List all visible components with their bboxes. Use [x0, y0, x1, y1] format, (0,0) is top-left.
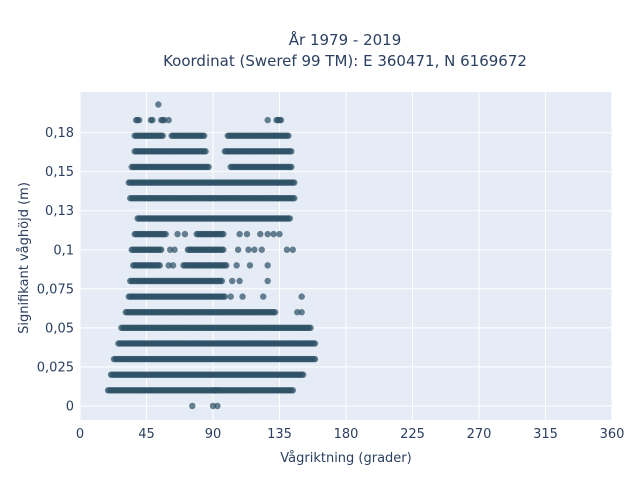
data-point [277, 116, 285, 124]
data-point [202, 148, 209, 155]
data-point [135, 116, 143, 124]
data-point [276, 230, 283, 238]
data-point [264, 262, 271, 269]
data-point [149, 116, 156, 124]
data-point [227, 293, 234, 300]
y-axis-ticks: 0 0,025 0,05 0,075 0,1 0,13 0,15 0,18 [37, 126, 74, 414]
data-point [214, 402, 221, 410]
data-point [289, 246, 296, 253]
data-point [311, 340, 319, 347]
data-point [298, 309, 305, 316]
data-point [258, 246, 265, 253]
data-point [234, 246, 242, 253]
data-point [189, 402, 196, 410]
x-tick-label: 270 [467, 427, 492, 442]
data-point [288, 148, 295, 155]
data-point [223, 262, 230, 269]
x-tick-label: 0 [76, 427, 84, 442]
data-point [156, 262, 163, 269]
x-tick-label: 45 [138, 427, 155, 442]
data-point [181, 230, 189, 238]
data-point [286, 215, 294, 222]
data-point [311, 355, 319, 363]
data-point [246, 262, 254, 269]
data-point [236, 230, 243, 238]
y-axis-title: Signifikant våghöjd (m) [17, 182, 32, 334]
y-tick-label: 0,075 [37, 282, 74, 297]
data-point [299, 371, 307, 378]
x-tick-label: 90 [205, 427, 222, 442]
data-point [220, 246, 227, 253]
data-point [155, 101, 162, 108]
data-point [165, 262, 172, 269]
y-tick-label: 0 [66, 399, 74, 414]
y-tick-label: 0,15 [45, 165, 74, 180]
data-point [174, 230, 181, 238]
data-point [166, 246, 174, 253]
y-tick-label: 0,025 [37, 360, 74, 375]
data-point [239, 293, 246, 300]
chart-title-line-1: År 1979 - 2019 [289, 30, 402, 49]
x-tick-label: 360 [600, 427, 625, 442]
data-point [291, 195, 298, 202]
x-tick-label: 135 [267, 427, 292, 442]
y-tick-label: 0,18 [45, 126, 74, 141]
data-point [264, 277, 271, 285]
y-tick-label: 0,1 [53, 243, 74, 258]
data-point [218, 277, 226, 285]
data-point [298, 293, 305, 300]
data-point [229, 277, 236, 285]
data-points [104, 101, 319, 410]
data-point [264, 116, 271, 124]
data-point [161, 116, 168, 124]
data-point [245, 246, 252, 253]
data-point [165, 116, 172, 124]
data-point [288, 163, 295, 171]
data-point [212, 387, 220, 394]
data-point [243, 230, 251, 238]
data-point [221, 293, 229, 300]
data-point [200, 132, 208, 139]
data-point [159, 132, 166, 139]
data-point [283, 246, 291, 253]
x-tick-label: 225 [400, 427, 425, 442]
data-point [285, 132, 292, 139]
data-point [162, 230, 169, 238]
x-axis-ticks: 0 45 90 135 180 225 270 315 360 [76, 427, 625, 442]
data-point [251, 246, 258, 253]
data-point [205, 163, 212, 171]
data-point [307, 324, 314, 332]
data-point [158, 246, 165, 253]
grid [79, 92, 613, 420]
data-point [209, 402, 217, 410]
x-axis-title: Vågriktning (grader) [280, 451, 411, 466]
data-point [233, 262, 240, 269]
data-point [169, 262, 177, 269]
x-tick-label: 315 [533, 427, 558, 442]
chart-title-line-2: Koordinat (Sweref 99 TM): E 360471, N 61… [163, 52, 527, 70]
data-point [270, 230, 277, 238]
y-tick-label: 0,13 [45, 204, 74, 219]
x-tick-label: 180 [334, 427, 359, 442]
data-point [220, 230, 227, 238]
data-point [171, 246, 178, 253]
data-point [289, 387, 296, 394]
data-point [257, 230, 264, 238]
data-point [260, 293, 267, 300]
data-point [271, 309, 279, 316]
y-tick-label: 0,05 [45, 321, 74, 336]
data-point [264, 230, 271, 238]
data-point [291, 179, 298, 186]
data-point [294, 309, 301, 316]
data-point [236, 277, 243, 285]
